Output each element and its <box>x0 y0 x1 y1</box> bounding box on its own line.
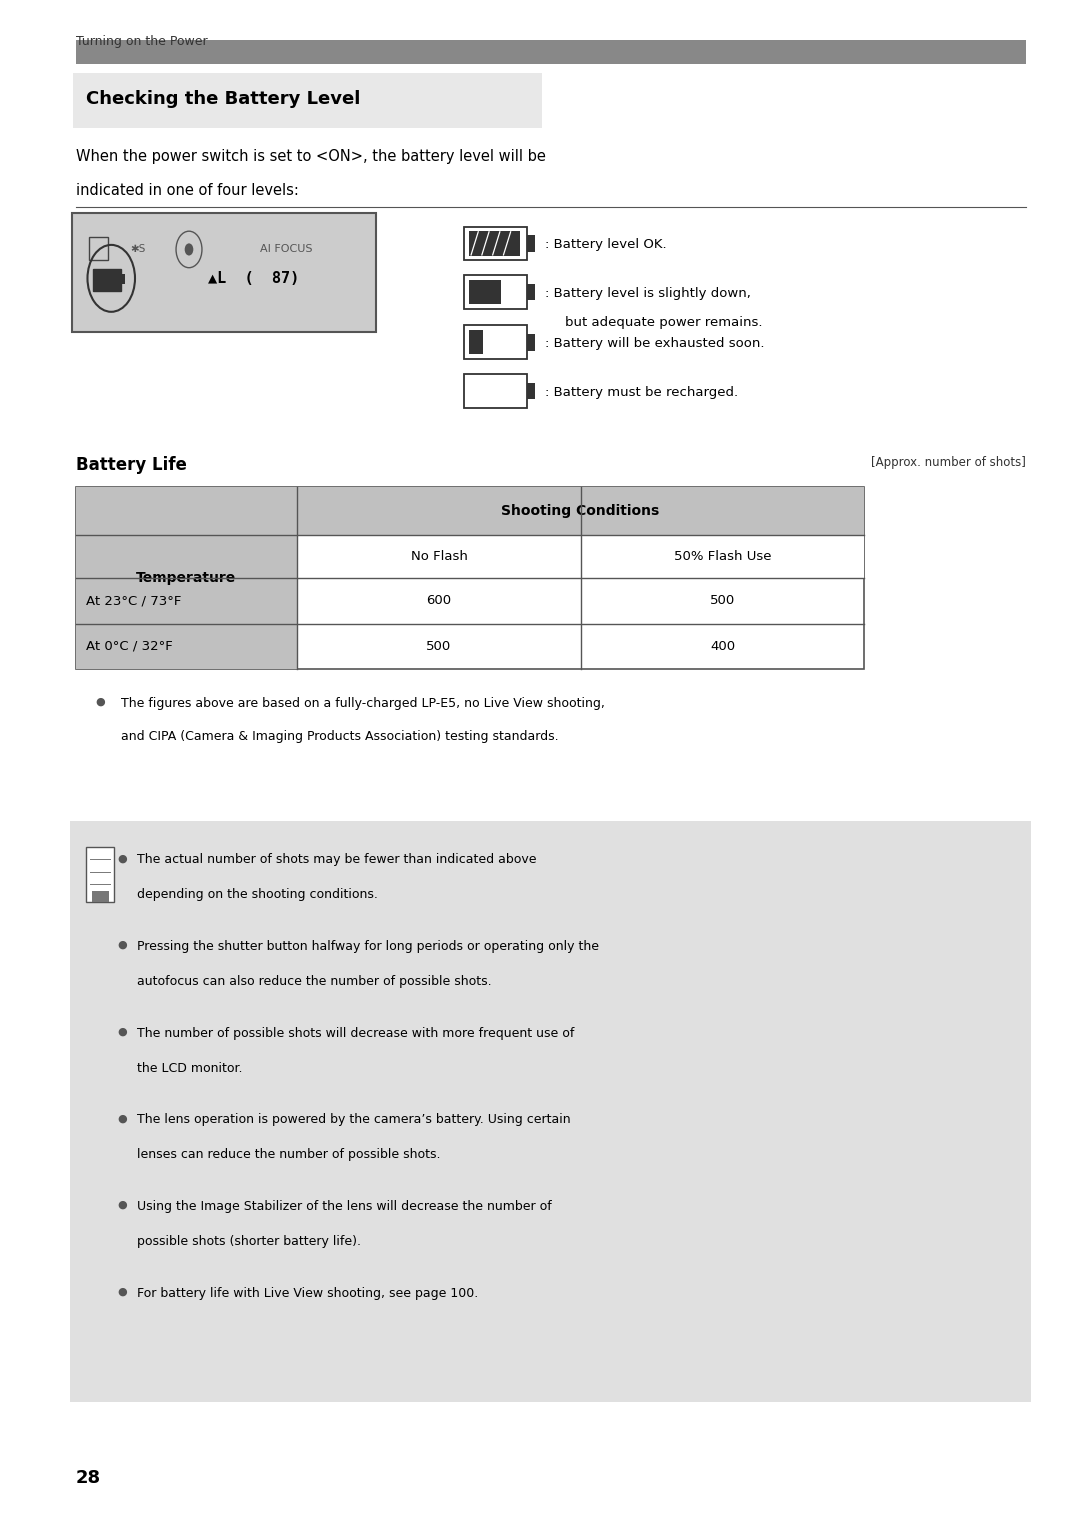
Text: Using the Image Stabilizer of the lens will decrease the number of: Using the Image Stabilizer of the lens w… <box>137 1200 552 1214</box>
Bar <box>297 487 864 535</box>
Bar <box>89 237 108 260</box>
Bar <box>297 535 864 578</box>
Bar <box>76 487 297 669</box>
Text: possible shots (shorter battery life).: possible shots (shorter battery life). <box>137 1235 361 1249</box>
Text: At 0°C / 32°F: At 0°C / 32°F <box>86 640 173 653</box>
FancyBboxPatch shape <box>73 73 542 128</box>
Bar <box>92 891 109 902</box>
Text: ●: ● <box>118 1200 127 1211</box>
Bar <box>527 335 535 350</box>
Text: At 23°C / 73°F: At 23°C / 73°F <box>86 595 181 607</box>
Text: : Battery must be recharged.: : Battery must be recharged. <box>545 386 739 399</box>
Text: : Battery level is slightly down,: : Battery level is slightly down, <box>545 287 752 300</box>
Bar <box>464 275 527 309</box>
Text: 600: 600 <box>427 595 451 607</box>
Text: Shooting Conditions: Shooting Conditions <box>501 503 660 519</box>
Text: autofocus can also reduce the number of possible shots.: autofocus can also reduce the number of … <box>137 975 491 989</box>
Text: ●: ● <box>118 1027 127 1037</box>
Text: The number of possible shots will decrease with more frequent use of: The number of possible shots will decrea… <box>137 1027 575 1040</box>
Text: AI FOCUS: AI FOCUS <box>260 245 312 254</box>
Text: Battery Life: Battery Life <box>76 456 187 475</box>
Text: 500: 500 <box>427 640 451 653</box>
Text: indicated in one of four levels:: indicated in one of four levels: <box>76 183 298 198</box>
Text: and CIPA (Camera & Imaging Products Association) testing standards.: and CIPA (Camera & Imaging Products Asso… <box>121 730 558 744</box>
Text: : Battery level OK.: : Battery level OK. <box>545 239 667 251</box>
Bar <box>469 280 501 304</box>
Text: 400: 400 <box>710 640 735 653</box>
Bar <box>464 325 527 359</box>
Text: ✱S: ✱S <box>131 245 146 254</box>
Text: [Approx. number of shots]: [Approx. number of shots] <box>872 456 1026 470</box>
Bar <box>86 847 114 902</box>
Text: For battery life with Live View shooting, see page 100.: For battery life with Live View shooting… <box>137 1287 478 1300</box>
Bar <box>464 227 527 260</box>
Bar <box>527 382 535 399</box>
Text: 50% Flash Use: 50% Flash Use <box>674 551 771 563</box>
Bar <box>464 374 527 408</box>
Text: The lens operation is powered by the camera’s battery. Using certain: The lens operation is powered by the cam… <box>137 1113 571 1127</box>
Text: The figures above are based on a fully-charged LP-E5, no Live View shooting,: The figures above are based on a fully-c… <box>121 697 605 710</box>
Bar <box>469 231 521 256</box>
FancyBboxPatch shape <box>72 213 376 332</box>
Text: No Flash: No Flash <box>410 551 468 563</box>
Text: 500: 500 <box>710 595 735 607</box>
FancyBboxPatch shape <box>76 40 1026 64</box>
Text: ●: ● <box>118 1113 127 1124</box>
Text: Checking the Battery Level: Checking the Battery Level <box>86 90 361 108</box>
Text: ●: ● <box>95 697 105 707</box>
Text: but adequate power remains.: but adequate power remains. <box>565 316 762 329</box>
Text: The actual number of shots may be fewer than indicated above: The actual number of shots may be fewer … <box>137 853 537 867</box>
Bar <box>76 487 864 669</box>
Text: Temperature: Temperature <box>136 570 237 586</box>
Text: depending on the shooting conditions.: depending on the shooting conditions. <box>137 888 378 902</box>
Bar <box>469 330 483 354</box>
Text: lenses can reduce the number of possible shots.: lenses can reduce the number of possible… <box>137 1148 441 1162</box>
Text: When the power switch is set to <ON>, the battery level will be: When the power switch is set to <ON>, th… <box>76 149 545 164</box>
Text: ▲L  (  87): ▲L ( 87) <box>208 271 299 286</box>
Text: : Battery will be exhausted soon.: : Battery will be exhausted soon. <box>545 338 765 350</box>
Bar <box>527 283 535 301</box>
Text: Pressing the shutter button halfway for long periods or operating only the: Pressing the shutter button halfway for … <box>137 940 599 954</box>
Circle shape <box>185 243 193 256</box>
Bar <box>527 236 535 252</box>
Bar <box>93 269 121 291</box>
Text: 28: 28 <box>76 1469 100 1488</box>
Text: the LCD monitor.: the LCD monitor. <box>137 1062 243 1075</box>
FancyBboxPatch shape <box>70 821 1031 1402</box>
Text: ●: ● <box>118 853 127 864</box>
Text: Turning on the Power: Turning on the Power <box>76 35 207 49</box>
Bar <box>121 274 125 284</box>
Text: ●: ● <box>118 940 127 951</box>
Text: ●: ● <box>118 1287 127 1297</box>
